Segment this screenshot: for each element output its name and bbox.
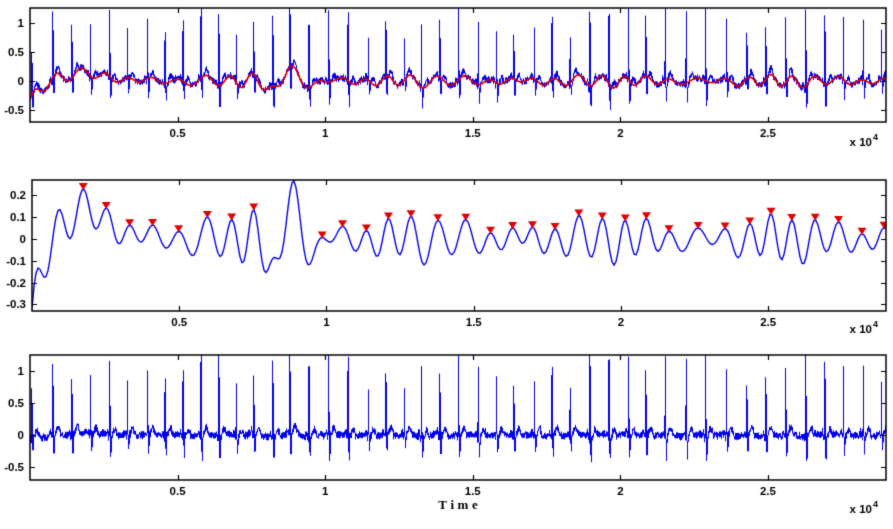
- extracted-baseline-chart: [0, 172, 893, 340]
- detrended-signal-chart: [0, 340, 893, 529]
- raw-signal-with-baseline-chart: [0, 0, 893, 172]
